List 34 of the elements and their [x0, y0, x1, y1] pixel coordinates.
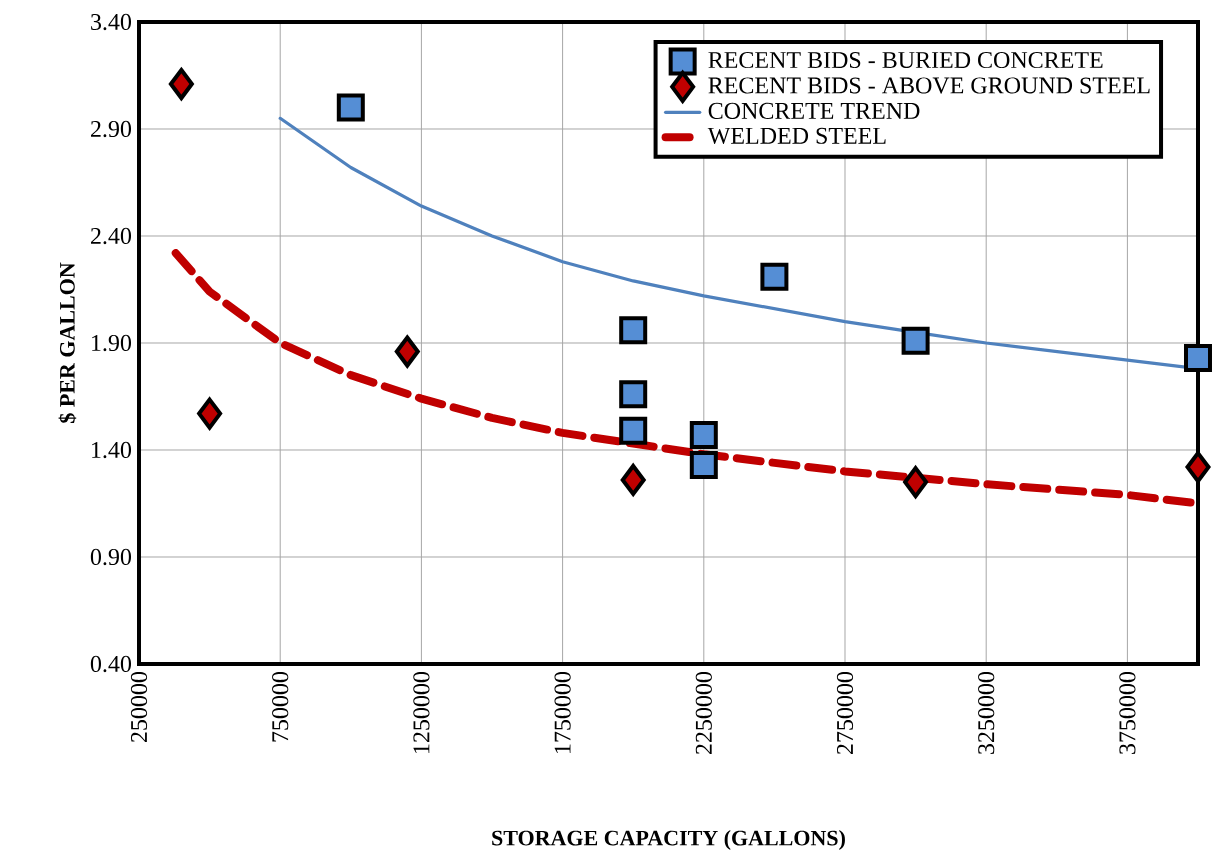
point [689, 450, 718, 479]
y-tick-label: 0.90 [90, 548, 132, 566]
point [903, 466, 929, 499]
legend-label: RECENT BIDS - BURIED CONCRETE [708, 51, 1103, 69]
point [336, 93, 365, 122]
point [620, 463, 646, 496]
point [619, 316, 648, 345]
point [901, 326, 930, 355]
x-tick-label: 3750000 [1119, 671, 1136, 754]
x-tick-label: 1750000 [554, 671, 571, 753]
legend-label: CONCRETE TREND [708, 102, 920, 119]
y-tick-label: 2.40 [91, 227, 132, 245]
x-tick-label: 2250000 [695, 671, 712, 754]
legend-label: RECENT BIDS - ABOVE GROUND STEEL [708, 77, 1150, 94]
point [619, 416, 648, 445]
point [689, 421, 718, 450]
point [394, 335, 420, 368]
y-tick-label: 0.40 [90, 655, 132, 673]
y-axis-title: $ PER GALLON [58, 262, 77, 423]
x-tick-label: 2750000 [836, 671, 854, 754]
x-tick-label: 250000 [130, 671, 148, 742]
legend-label: WELDED STEEL [707, 127, 886, 145]
x-tick-label: 750000 [272, 671, 289, 742]
y-tick-label: 3.40 [91, 13, 132, 31]
point [168, 68, 194, 101]
y-tick-label: 1.40 [92, 441, 132, 459]
point [760, 262, 789, 291]
point [197, 397, 223, 430]
x-tick-label: 1250000 [413, 671, 430, 753]
point [619, 380, 648, 409]
y-tick-label: 1.90 [92, 334, 132, 352]
x-axis-title: STORAGE CAPACITY (GALLONS) [492, 830, 845, 850]
x-tick-label: 3250000 [978, 671, 995, 754]
y-tick-label: 2.90 [91, 120, 132, 138]
